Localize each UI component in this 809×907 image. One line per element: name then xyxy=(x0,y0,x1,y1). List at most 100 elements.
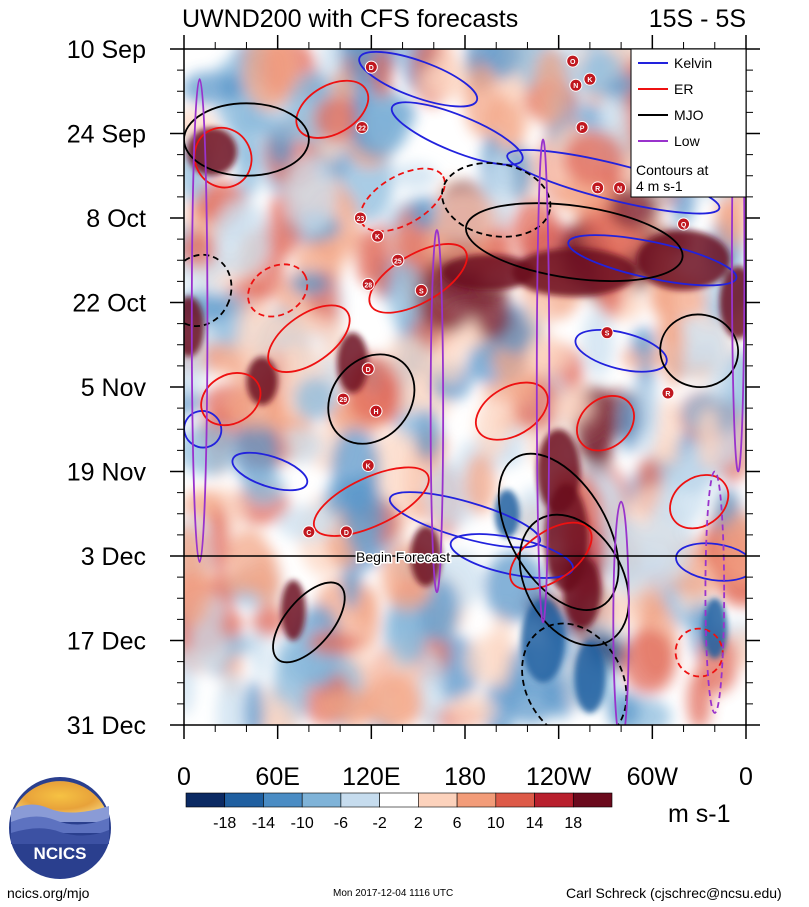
tc-marker: D xyxy=(339,525,353,539)
colorbar-box xyxy=(185,792,226,808)
anomaly-blob xyxy=(708,320,731,404)
anomaly-core-positive xyxy=(563,556,601,629)
colorbar-box xyxy=(340,792,380,808)
anomaly-blob xyxy=(464,452,496,515)
anomaly-blob xyxy=(433,190,496,243)
tropical-cyclone-markers: D O N K 22 P R N 23 Q K 25 28 S S D R 29 H K C D xyxy=(302,54,691,539)
tc-marker-circle xyxy=(569,78,583,92)
er-contour xyxy=(509,521,593,591)
colorbar-box xyxy=(495,792,535,808)
anomaly-blob xyxy=(184,423,239,476)
tc-marker-circle xyxy=(391,253,405,267)
y-tick-label: 31 Dec xyxy=(67,712,146,740)
anomaly-core-positive xyxy=(511,248,637,297)
tc-marker-circle xyxy=(364,60,378,74)
tc-marker: P xyxy=(575,120,589,134)
anomaly-blob xyxy=(307,630,363,656)
x-tick-label: 0 xyxy=(177,763,191,791)
colorbar-label: -10 xyxy=(291,815,314,832)
tc-marker-label: Q xyxy=(681,222,687,229)
tc-marker-label: H xyxy=(373,409,378,416)
er-contour xyxy=(368,243,468,314)
tc-marker-circle xyxy=(355,120,369,134)
colorbar-box xyxy=(263,792,303,808)
tc-marker-circle xyxy=(361,277,375,291)
anomaly-blob xyxy=(365,431,427,504)
colorbar-label: -2 xyxy=(373,815,387,832)
anomaly-blob xyxy=(357,586,380,650)
er-contour xyxy=(475,381,549,441)
tc-marker: D xyxy=(361,362,375,376)
tc-marker-label: R xyxy=(665,391,670,398)
tc-marker-circle xyxy=(575,120,589,134)
legend-label-low: Low xyxy=(674,133,701,149)
tc-marker-label: N xyxy=(617,186,622,193)
tc-marker-label: N xyxy=(573,83,578,90)
tc-marker: N xyxy=(569,78,583,92)
anomaly-blob xyxy=(313,95,359,142)
anomaly-blob xyxy=(227,528,271,586)
low-contour xyxy=(429,229,445,594)
tc-marker: H xyxy=(369,404,383,418)
tc-marker-circle xyxy=(613,181,627,195)
tc-marker: R xyxy=(661,386,675,400)
tc-marker-label: 23 xyxy=(357,216,365,223)
kelvin-contour xyxy=(388,491,542,549)
colorbar: -18 -14 -10 -6 -2 2 6 10 14 18 xyxy=(185,792,613,832)
tc-marker-label: K xyxy=(375,234,380,241)
legend-note-line1: Contours at xyxy=(636,162,708,178)
tc-marker: K xyxy=(361,458,375,472)
anomaly-blob xyxy=(484,551,546,623)
mjo-contour xyxy=(465,202,684,282)
kelvin-contour xyxy=(390,101,524,166)
mjo-contour-negative xyxy=(184,253,233,327)
er-contour xyxy=(312,466,430,537)
colorbar-label: 2 xyxy=(414,815,423,832)
ncics-logo: NCICS xyxy=(9,777,111,879)
colorbar-label: -6 xyxy=(334,815,348,832)
kelvin-contour xyxy=(574,328,668,373)
y-tick-label: 5 Nov xyxy=(81,374,147,402)
tc-marker-label: S xyxy=(419,288,424,295)
anomaly-blob xyxy=(391,162,438,190)
mjo-contour xyxy=(272,581,346,664)
y-axis: 10 Sep 24 Sep 8 Oct 22 Oct 5 Nov 19 Nov 3 Dec 1… xyxy=(67,36,760,740)
legend-note-line2: 4 m s-1 xyxy=(636,178,683,194)
anomaly-blob xyxy=(486,49,520,81)
mjo-contour-negative xyxy=(521,622,628,725)
tc-marker: R xyxy=(591,181,605,195)
anomaly-blob xyxy=(416,651,445,725)
anomaly-blob xyxy=(220,610,244,640)
colorbar-box xyxy=(301,792,342,808)
anomaly-blob xyxy=(212,199,271,276)
y-tick-label: 19 Nov xyxy=(67,459,147,487)
anomaly-blob xyxy=(184,71,236,106)
tc-marker-circle xyxy=(566,54,580,68)
tc-marker-circle xyxy=(339,525,353,539)
tc-marker: K xyxy=(371,229,385,243)
colorbar-box xyxy=(572,792,613,808)
anomaly-blob xyxy=(378,370,403,426)
anomaly-blob xyxy=(242,49,297,112)
anomaly-blob xyxy=(437,49,457,97)
tc-marker-label: C xyxy=(306,530,311,537)
x-tick-label: 120E xyxy=(342,763,400,791)
colorbar-label: 10 xyxy=(487,815,505,832)
anomaly-blob xyxy=(277,505,339,542)
anomaly-core-positive xyxy=(441,254,536,291)
legend-label-er: ER xyxy=(674,81,693,97)
er-contour xyxy=(267,304,351,373)
tc-marker-label: S xyxy=(605,331,610,338)
anomaly-blob xyxy=(414,407,441,461)
anomaly-core-negative xyxy=(494,489,520,538)
er-contour xyxy=(295,79,370,139)
er-contour xyxy=(576,395,635,452)
anomaly-blob xyxy=(184,640,196,717)
colorbar-label: 6 xyxy=(453,815,462,832)
low-contour xyxy=(535,138,551,624)
anomaly-blob xyxy=(184,523,206,564)
low-contour-negative xyxy=(704,470,726,714)
anomaly-blob xyxy=(361,95,411,153)
anomaly-blob xyxy=(524,295,553,330)
tc-marker-label: 29 xyxy=(339,397,347,404)
